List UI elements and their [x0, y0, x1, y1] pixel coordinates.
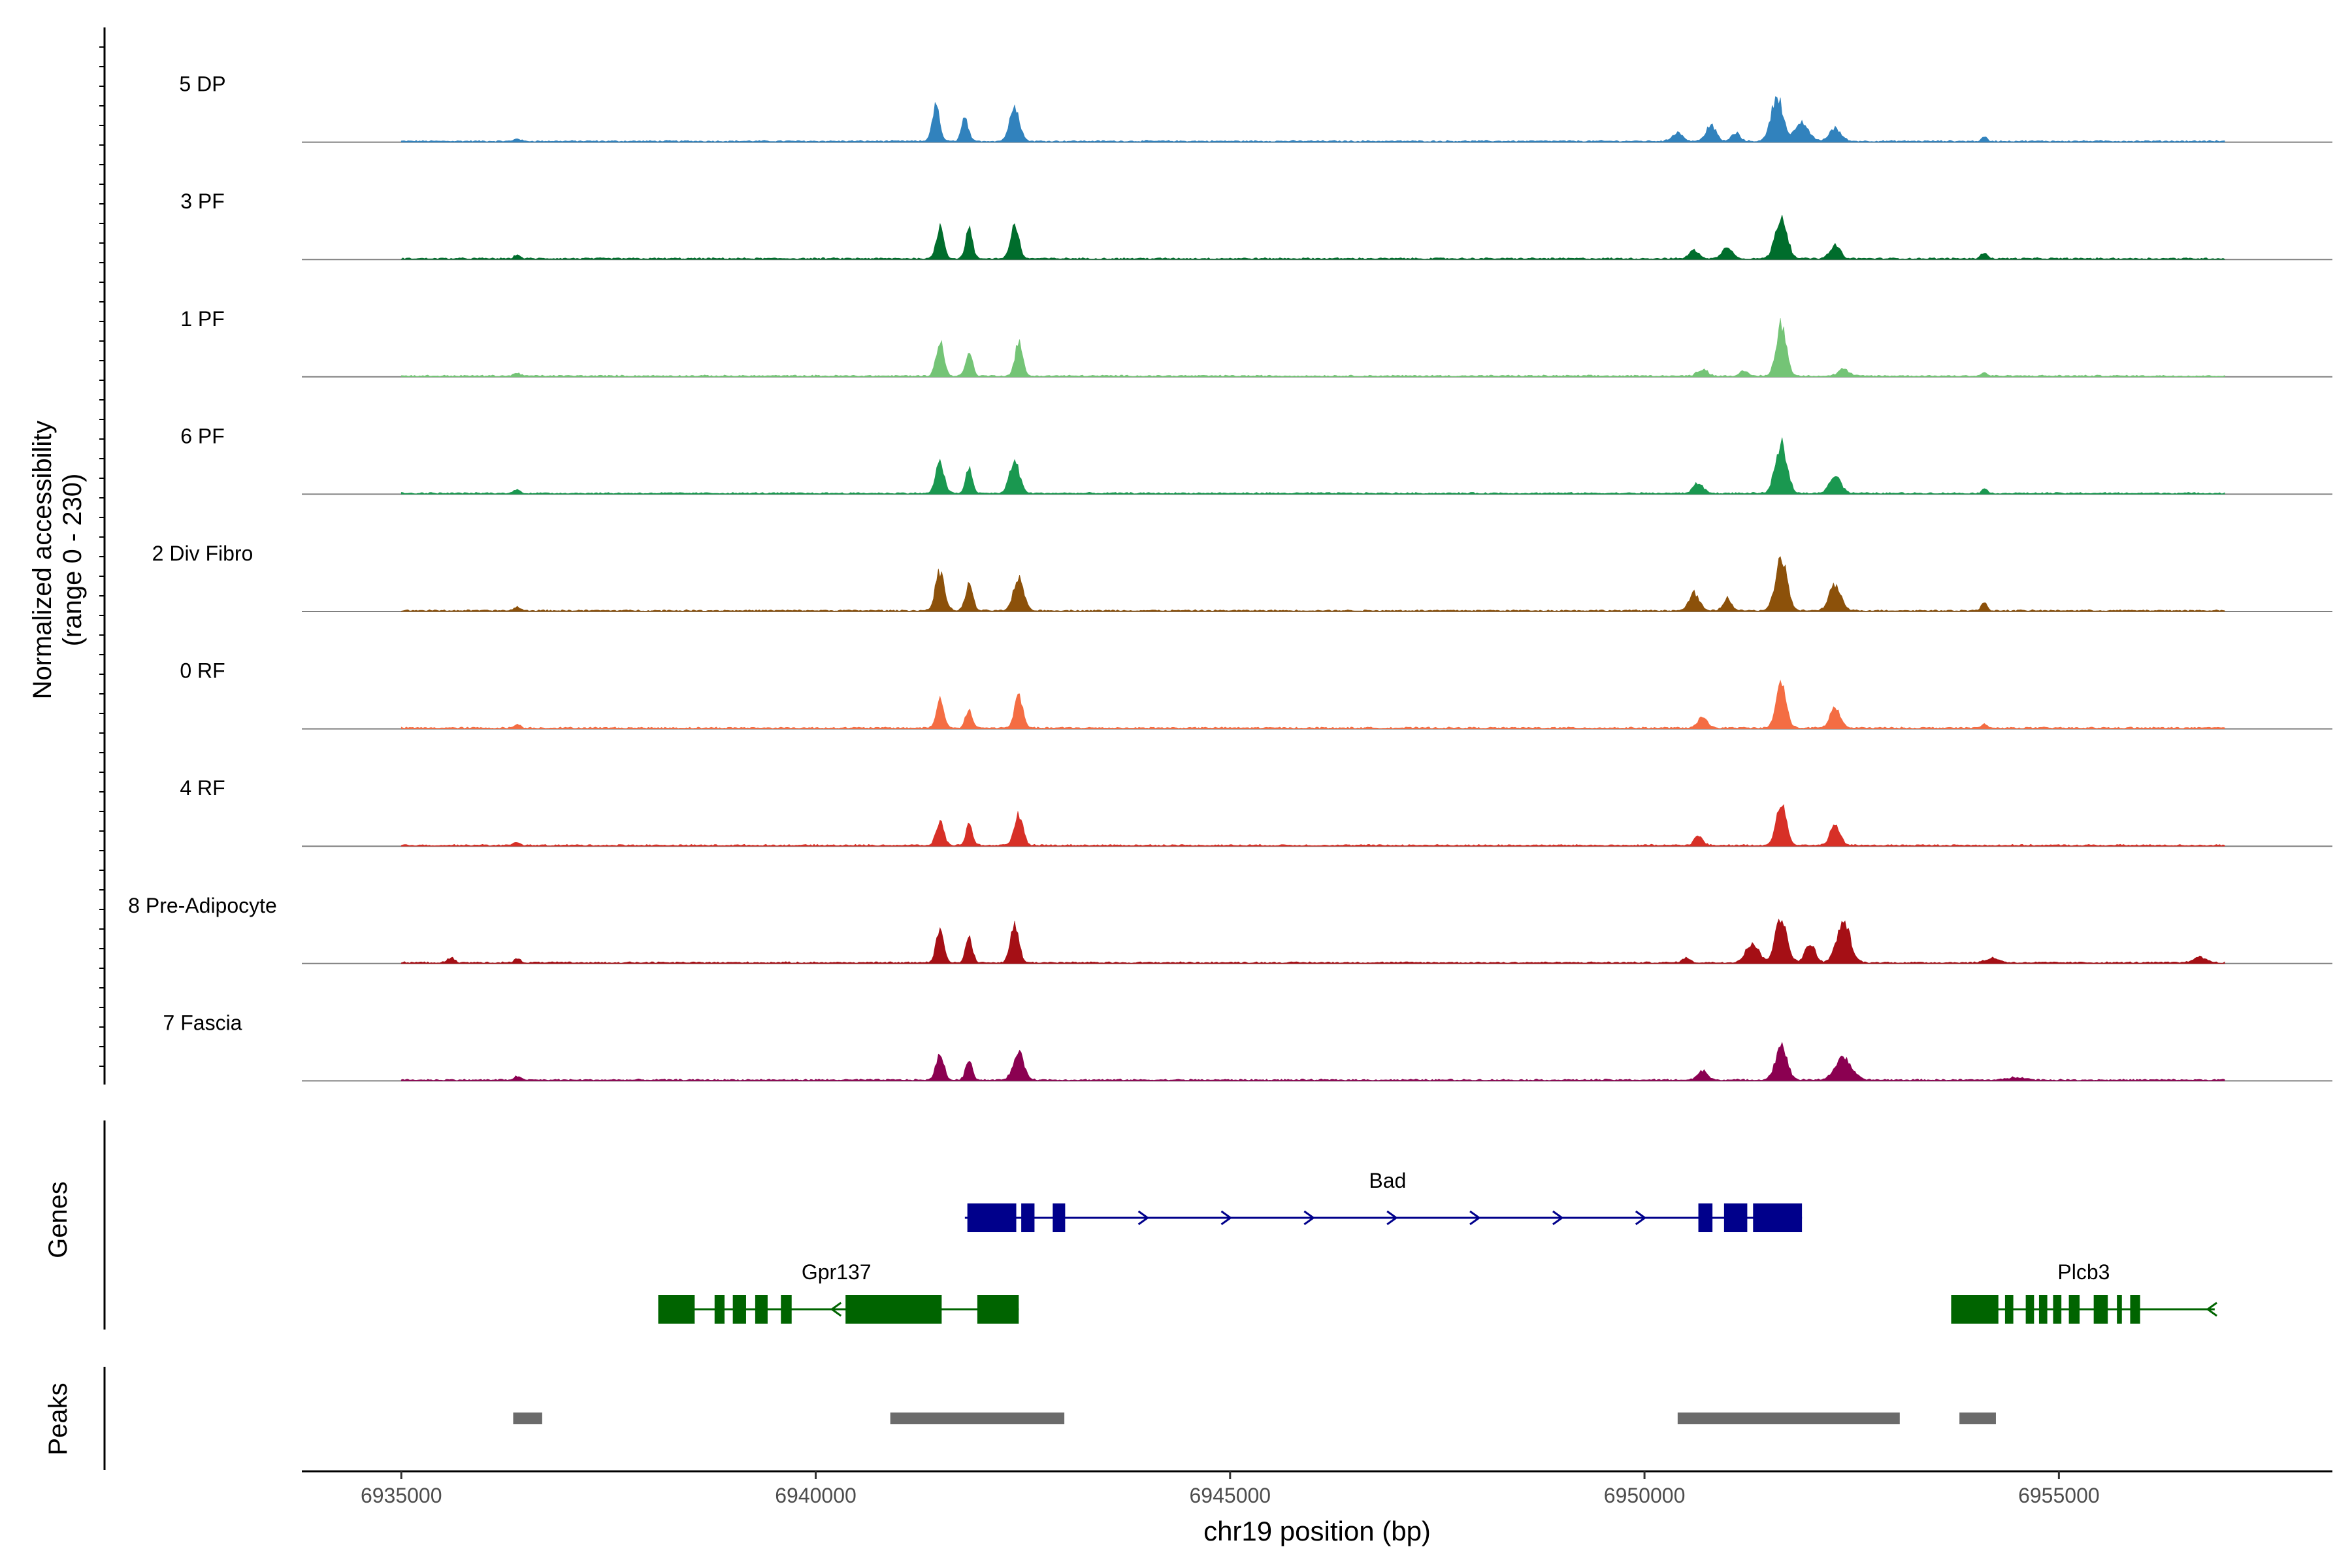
x-tick-label: 6940000: [775, 1484, 857, 1507]
track-1-pf: 1 PF: [180, 307, 2332, 378]
track-2-div-fibro: 2 Div Fibro: [152, 542, 2332, 612]
x-tick-label: 6935000: [361, 1484, 442, 1507]
gene-exon: [755, 1295, 768, 1324]
coverage-area: [400, 437, 2225, 495]
peak-region: [513, 1413, 542, 1424]
track-6-pf: 6 PF: [180, 424, 2332, 495]
genes-track-label: Genes: [44, 1181, 73, 1258]
track-label: 7 Fascia: [163, 1011, 242, 1034]
peak-annotation-track: [103, 1367, 1996, 1470]
strand-arrow: [1552, 1210, 1564, 1226]
coverage-area: [400, 214, 2225, 260]
gene-gpr137: Gpr137: [658, 1260, 1019, 1324]
gene-exon: [2025, 1295, 2034, 1324]
gene-exon: [658, 1295, 695, 1324]
strand-arrow: [1137, 1210, 1150, 1226]
x-tick-label: 6955000: [2018, 1484, 2100, 1507]
coverage-area: [400, 318, 2225, 378]
gene-label: Gpr137: [802, 1260, 872, 1284]
track-label: 5 DP: [179, 73, 225, 96]
track-label: 2 Div Fibro: [152, 542, 253, 565]
coverage-area: [400, 556, 2225, 612]
track-label: 1 PF: [180, 307, 225, 331]
y-axis-title-line1: Normalized accessibility: [28, 421, 57, 700]
track-3-pf: 3 PF: [180, 189, 2332, 261]
strand-arrow: [1303, 1210, 1315, 1226]
peak-region: [1959, 1413, 1996, 1424]
gene-exon: [2130, 1295, 2140, 1324]
track-0-rf: 0 RF: [180, 659, 2332, 730]
gene-exon: [2117, 1295, 2122, 1324]
x-axis-title: chr19 position (bp): [1203, 1516, 1431, 1546]
track-8-pre-adipocyte: 8 Pre-Adipocyte: [128, 894, 2332, 964]
track-label: 4 RF: [180, 776, 225, 800]
gene-exon: [1021, 1203, 1035, 1232]
strand-arrow: [1469, 1210, 1481, 1226]
peaks-track-label: Peaks: [44, 1382, 73, 1455]
x-axis: 6935000 6940000 6945000 6950000 6955000: [302, 1470, 2332, 1507]
strand-arrow: [2206, 1301, 2217, 1317]
gene-bad: Bad: [964, 1169, 1803, 1232]
coverage-area: [400, 804, 2225, 847]
gene-exon: [1053, 1203, 1066, 1232]
track-4-rf: 4 RF: [180, 776, 2332, 847]
track-7-fascia: 7 Fascia: [163, 1011, 2332, 1082]
gene-exon: [977, 1295, 1019, 1324]
coverage-area: [400, 679, 2225, 729]
track-label: 6 PF: [180, 424, 225, 448]
strand-arrow: [830, 1301, 842, 1317]
coverage-area: [400, 96, 2225, 142]
gene-exon: [1951, 1295, 1999, 1324]
gene-exon: [2068, 1295, 2080, 1324]
track-label: 8 Pre-Adipocyte: [128, 894, 277, 917]
strand-arrow: [1386, 1210, 1398, 1226]
gene-exon: [1753, 1203, 1803, 1232]
strand-arrow: [1220, 1210, 1233, 1226]
gene-exon: [714, 1295, 725, 1324]
gene-exon: [1698, 1203, 1713, 1232]
track-label: 3 PF: [180, 189, 225, 213]
track-label: 0 RF: [180, 659, 225, 683]
coverage-area: [400, 1041, 2225, 1081]
gene-exon: [2093, 1295, 2108, 1324]
gene-exon: [2053, 1295, 2062, 1324]
y-axis-title-line2: (range 0 - 230): [58, 474, 87, 647]
coverage-tracks: 5 DP 3 PF 1 PF 6 PF 2 Div Fibro 0 RF 4 RF 8 Pre…: [99, 27, 2332, 1085]
gene-plcb3: Plcb3: [1951, 1260, 2217, 1324]
gene-label: Plcb3: [2057, 1260, 2110, 1284]
gene-annotation-track: Bad Gpr137 Plcb3: [103, 1120, 2217, 1330]
peak-region: [890, 1413, 1065, 1424]
gene-exon: [781, 1295, 792, 1324]
strand-arrow: [1635, 1210, 1647, 1226]
gene-exon: [967, 1203, 1017, 1232]
gene-exon: [845, 1295, 942, 1324]
coverage-area: [400, 918, 2225, 964]
gene-exon: [2038, 1295, 2048, 1324]
x-tick-label: 6950000: [1604, 1484, 1686, 1507]
track-5-dp: 5 DP: [179, 73, 2332, 143]
gene-exon: [1723, 1203, 1748, 1232]
gene-label: Bad: [1369, 1169, 1406, 1192]
gene-exon: [2004, 1295, 2014, 1324]
x-tick-label: 6945000: [1190, 1484, 1271, 1507]
gene-exon: [732, 1295, 746, 1324]
peak-region: [1677, 1413, 1900, 1424]
